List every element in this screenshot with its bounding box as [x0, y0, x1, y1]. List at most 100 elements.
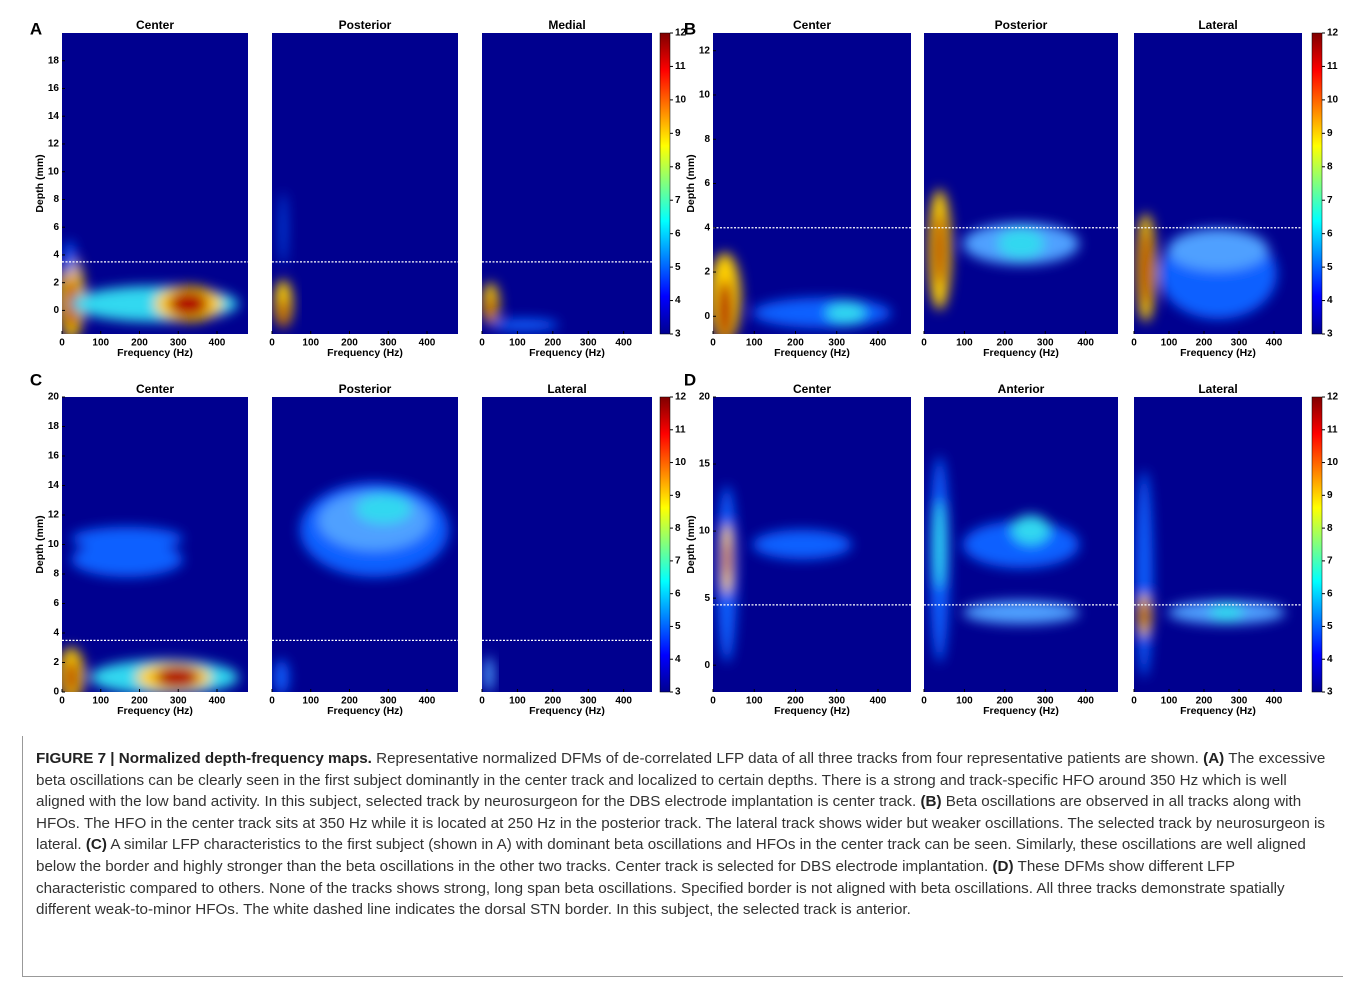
colorbar-tick-label: 5	[1327, 262, 1333, 273]
heat-blob	[1139, 602, 1149, 629]
heatmap	[927, 189, 1080, 310]
x-axis-label: Frequency (Hz)	[983, 705, 1059, 717]
y-tick-label: 4	[53, 628, 59, 639]
y-axis-label: Depth (mm)	[685, 154, 697, 212]
x-axis-label: Frequency (Hz)	[117, 705, 193, 717]
x-tick-label: 400	[1266, 338, 1283, 349]
y-tick-label: 20	[48, 392, 60, 403]
colorbar-tick-label: 11	[675, 424, 686, 435]
panel-letter: B	[684, 19, 696, 38]
x-tick-label: 400	[1266, 696, 1283, 707]
y-tick-label: 2	[53, 277, 59, 288]
x-tick-label: 0	[710, 696, 716, 707]
x-tick-label: 100	[302, 338, 319, 349]
colorbar-tick-label: 4	[675, 295, 681, 306]
y-tick-label: 10	[48, 539, 60, 550]
subplot-title: Center	[793, 382, 831, 396]
colorbar-tick-label: 5	[1327, 621, 1333, 632]
x-tick-label: 400	[419, 696, 436, 707]
x-tick-label: 400	[870, 696, 887, 707]
colorbar-tick-label: 3	[675, 687, 681, 698]
x-tick-label: 100	[746, 696, 763, 707]
subplot-title: Center	[136, 382, 174, 396]
colorbar-tick-label: 10	[1327, 457, 1339, 468]
x-tick-label: 200	[131, 696, 148, 707]
heat-blob	[273, 659, 289, 692]
y-tick-label: 8	[53, 569, 59, 580]
y-tick-label: 18	[48, 421, 60, 432]
y-tick-label: 6	[53, 222, 59, 233]
colorbar-tick-label: 9	[675, 490, 681, 501]
heatmap-bg	[272, 33, 458, 334]
y-tick-label: 10	[48, 166, 60, 177]
x-tick-label: 300	[1037, 338, 1054, 349]
colorbar-tick-label: 3	[1327, 687, 1333, 698]
colorbar-tick-label: 8	[675, 523, 681, 534]
subplot-title: Anterior	[998, 382, 1045, 396]
y-tick-label: 6	[704, 178, 710, 189]
x-axis-label: Frequency (Hz)	[774, 347, 850, 359]
part-text: The excessive beta oscillations can be c…	[36, 750, 1326, 811]
x-tick-label: 400	[615, 696, 632, 707]
part-label: (A)	[1203, 750, 1225, 767]
x-tick-label: 400	[209, 696, 226, 707]
colorbar-tick-label: 6	[675, 228, 681, 239]
x-tick-label: 300	[828, 338, 845, 349]
colorbar-tick-label: 5	[675, 621, 681, 632]
x-tick-label: 0	[1131, 338, 1137, 349]
x-tick-label: 200	[544, 338, 561, 349]
x-tick-label: 200	[341, 696, 358, 707]
x-tick-label: 300	[828, 696, 845, 707]
colorbar-tick-label: 8	[675, 161, 681, 172]
x-tick-label: 100	[1161, 338, 1178, 349]
colorbar	[1311, 32, 1323, 335]
x-axis-label: Frequency (Hz)	[1180, 347, 1256, 359]
colorbar-tick-label: 7	[1327, 195, 1333, 206]
x-axis-label: Frequency (Hz)	[327, 347, 403, 359]
x-axis-label: Frequency (Hz)	[1180, 705, 1256, 717]
x-tick-label: 0	[269, 338, 275, 349]
subplot-title: Posterior	[339, 382, 392, 396]
y-tick-label: 0	[53, 687, 59, 698]
x-tick-label: 200	[1196, 696, 1213, 707]
x-tick-label: 300	[1231, 696, 1248, 707]
heatmap	[713, 252, 892, 334]
heatmap	[62, 240, 239, 334]
x-tick-label: 300	[580, 696, 597, 707]
caption-intro: Representative normalized DFMs of de-cor…	[376, 750, 1199, 767]
heat-blob	[933, 213, 946, 286]
heat-blob	[155, 665, 200, 690]
colorbar-tick-label: 6	[1327, 228, 1333, 239]
colorbar-tick-label: 10	[1327, 95, 1339, 106]
x-tick-label: 0	[921, 338, 927, 349]
x-tick-label: 100	[509, 338, 526, 349]
heatmap	[929, 456, 1080, 663]
part-label: (B)	[920, 793, 942, 811]
heat-blob	[962, 520, 1080, 569]
part-text: These DFMs show different LFP characteri…	[36, 857, 1285, 919]
heat-blob	[483, 656, 494, 692]
y-tick-label: 5	[704, 593, 710, 604]
heat-blob	[278, 297, 288, 328]
x-axis-label: Frequency (Hz)	[327, 705, 403, 717]
y-tick-label: 0	[704, 311, 710, 322]
subplot-title: Lateral	[1198, 382, 1237, 396]
x-tick-label: 400	[615, 338, 632, 349]
x-tick-label: 100	[302, 696, 319, 707]
heat-blob	[997, 228, 1045, 259]
y-tick-label: 10	[699, 90, 711, 101]
colorbar-tick-label: 7	[1327, 556, 1333, 567]
colorbar-tick-label: 7	[675, 195, 681, 206]
heatmap-bg	[713, 33, 911, 334]
heat-blob	[1139, 228, 1152, 307]
x-axis-label: Frequency (Hz)	[529, 705, 605, 717]
part-label: (C)	[85, 836, 107, 854]
heat-blob	[962, 600, 1080, 625]
y-tick-label: 15	[699, 459, 711, 470]
heat-blob	[63, 240, 76, 277]
heatmap	[1135, 213, 1277, 322]
colorbar-tick-label: 12	[1327, 28, 1339, 39]
colorbar-tick-label: 12	[1327, 392, 1339, 403]
subplot-title: Lateral	[1198, 18, 1237, 32]
y-tick-label: 16	[48, 451, 60, 462]
